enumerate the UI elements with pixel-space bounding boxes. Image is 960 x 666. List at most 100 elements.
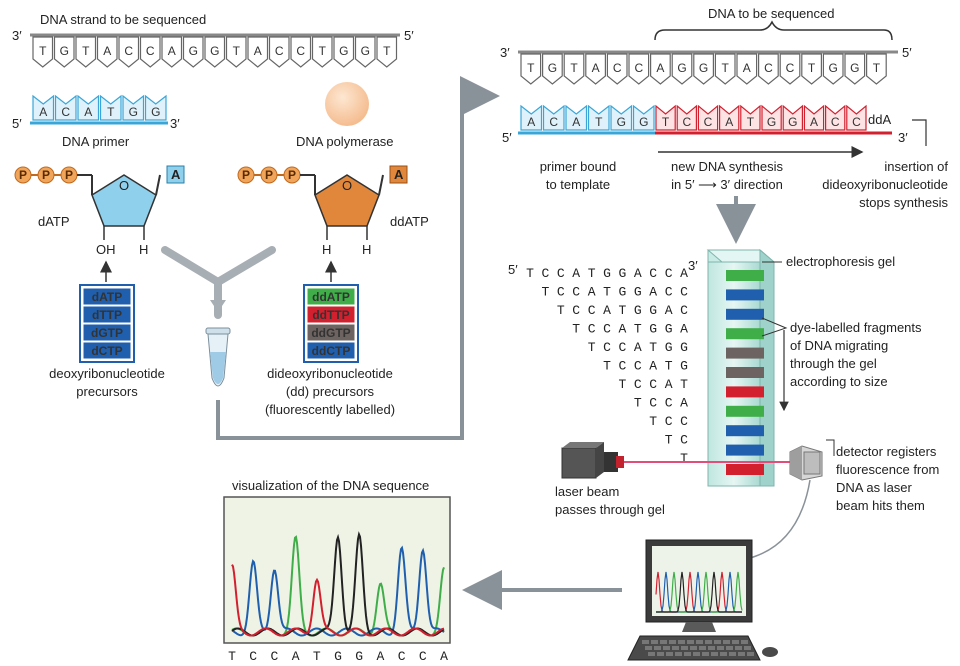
fragment-letter: C — [649, 377, 657, 392]
complement-base-letter: T — [107, 105, 115, 119]
dntp-stack: dATP dTTP dGTP dCTP — [79, 284, 135, 363]
template-base-letter: G — [361, 44, 370, 58]
svg-text:P: P — [19, 168, 27, 182]
svg-text:P: P — [42, 168, 50, 182]
complement-base-letter: A — [810, 115, 818, 129]
fragment-letter: C — [603, 322, 611, 337]
template-base-letter: G — [210, 44, 219, 58]
funnel-left — [161, 246, 222, 319]
complement-base-letter: C — [831, 115, 840, 129]
fragment-letter: C — [588, 303, 596, 318]
right-bottom-5: 5′ — [502, 130, 512, 145]
fragment-letter: A — [618, 322, 626, 337]
sequence-letter: C — [398, 649, 406, 664]
template-base: G — [182, 36, 204, 68]
fragments-5: 5′ — [508, 262, 518, 277]
datp-molecule: P P P O A OH H dATP — [14, 165, 185, 257]
ddatp-sugar-ring — [314, 174, 380, 227]
complement-base: C — [54, 94, 77, 121]
template-base: C — [758, 53, 779, 85]
complement-base-letter: T — [747, 115, 755, 129]
template-base: T — [32, 36, 54, 68]
complement-base: G — [144, 94, 167, 121]
fragment-letter: C — [603, 340, 611, 355]
ddatp-label: ddATP — [390, 214, 429, 229]
template-base-letter: T — [233, 44, 241, 58]
fragment-letter: A — [680, 396, 688, 411]
complement-base-letter: A — [84, 105, 92, 119]
svg-text:P: P — [265, 168, 273, 182]
ddatp-molecule: P P P O A H H ddATP — [237, 165, 429, 257]
fragment-letter: A — [634, 266, 642, 281]
fragment-label-3: through the gel — [790, 356, 877, 371]
template-base: T — [225, 36, 247, 68]
gel-label: electrophoresis gel — [786, 254, 895, 269]
template-base-letter: A — [592, 61, 600, 75]
complement-base-letter: G — [617, 115, 626, 129]
fragment-letter: T — [526, 266, 534, 281]
template-base: G — [844, 53, 866, 85]
sequence-letter: G — [355, 649, 363, 664]
complement-base: T — [740, 104, 761, 131]
complement-base: T — [587, 104, 610, 131]
template-base: C — [606, 53, 628, 85]
fragment-letter: T — [618, 377, 626, 392]
complement-base-letter: C — [549, 115, 558, 129]
complement-base: A — [32, 94, 55, 121]
ddatp-base-box — [389, 165, 408, 184]
precursor-item: dGTP — [82, 323, 132, 342]
precursor-item: ddATP — [306, 287, 356, 306]
template-base: G — [333, 36, 355, 68]
detector-label-3: DNA as laser — [836, 480, 913, 495]
polymerase-label: DNA polymerase — [296, 134, 394, 149]
fragment-letter: G — [649, 303, 657, 318]
synthesis-2: in 5′ ⟶ 3′ direction — [671, 177, 783, 192]
template-base-letter: G — [829, 61, 838, 75]
template-base: A — [736, 53, 758, 85]
complement-base: A — [77, 94, 100, 121]
chromatogram-title: visualization of the DNA sequence — [232, 478, 429, 493]
fragments-3: 3′ — [688, 258, 698, 273]
detector-label-2: fluorescence from — [836, 462, 939, 477]
detector-label-1: detector registers — [836, 444, 937, 459]
detector-label-4: beam hits them — [836, 498, 925, 513]
fragment-letter: T — [680, 451, 688, 466]
template-base-letter: G — [850, 61, 859, 75]
fragment-letter: G — [680, 359, 688, 374]
fragment-letter: A — [603, 303, 611, 318]
sequence-letter: G — [334, 649, 342, 664]
gel-band — [726, 270, 764, 281]
fragment-letter: C — [665, 414, 673, 429]
template-base-letter: G — [677, 61, 686, 75]
gel-band — [726, 444, 764, 456]
template-base-letter: G — [339, 44, 348, 58]
right-end-3: 3′ — [500, 45, 510, 60]
ddntp-label-3: (fluorescently labelled) — [265, 402, 395, 417]
laser-icon — [561, 442, 624, 479]
gel-band — [726, 289, 764, 301]
fragment-letter: T — [603, 285, 611, 300]
fragment-letter: C — [665, 266, 673, 281]
primer-bound-1: primer bound — [540, 159, 617, 174]
template-base-letter: G — [699, 61, 708, 75]
insertion-1: insertion of — [884, 159, 948, 174]
datp-base: A — [171, 167, 181, 182]
datp-h: H — [139, 242, 148, 257]
template-base: G — [693, 53, 714, 85]
complement-base: C — [697, 104, 719, 131]
precursor-label: dCTP — [91, 344, 122, 358]
funnel-right — [214, 246, 276, 286]
keyboard-keys — [642, 640, 754, 656]
complement-base: G — [122, 94, 145, 121]
template-base-letter: T — [808, 61, 816, 75]
ddntp-label-2: (dd) precursors — [286, 384, 375, 399]
left-primer-3: 3′ — [170, 116, 180, 131]
